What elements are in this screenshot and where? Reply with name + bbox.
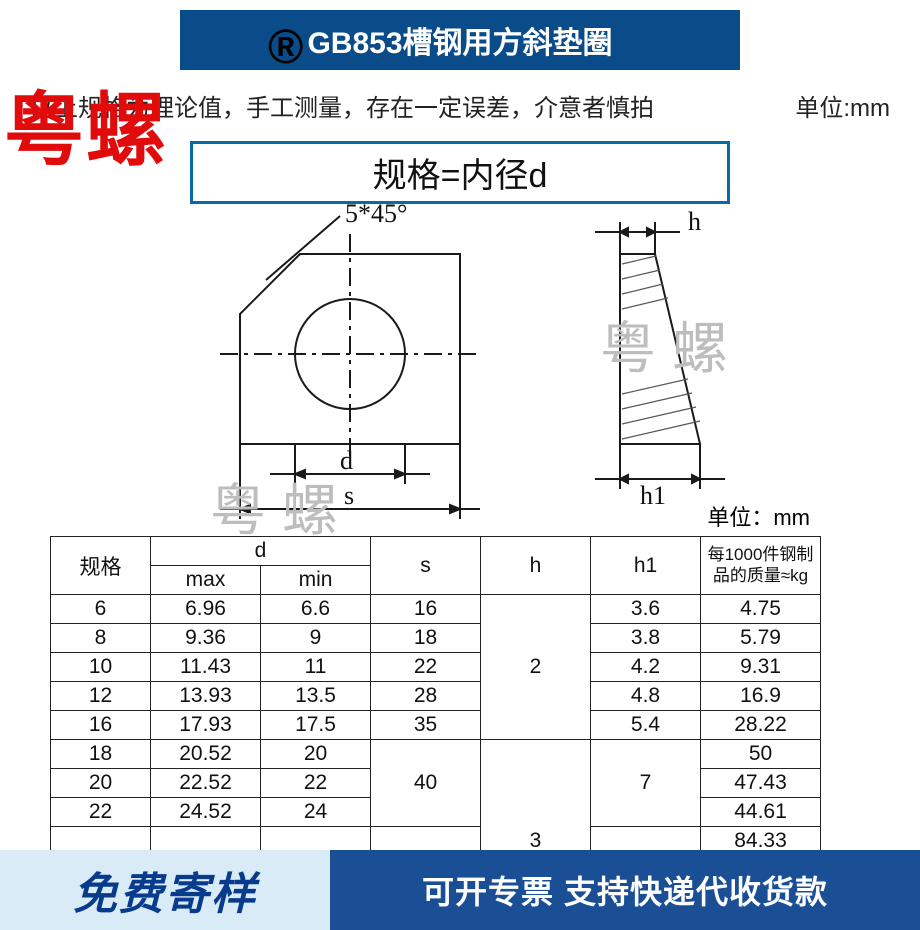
spec-formula-box: 规格=内径d [190,141,730,204]
table-row: 1820.5220 40 3 7 50 [51,740,821,769]
col-h: h [481,537,591,595]
dim-h-label: h [688,207,701,236]
table-unit-caption: 单位：mm [707,500,810,532]
watermark-1: 粤螺 [600,304,744,385]
footer-left-text: 免费寄样 [0,850,330,930]
chamfer-label: 5*45° [345,204,407,228]
table-row: 1213.9313.5 284.816.9 [51,682,821,711]
spec-table: 规格 d s h h1 每1000件钢制品的质量≈kg max min 66.9… [50,536,821,856]
table-row: 89.369 183.85.79 [51,624,821,653]
brand-watermark-large: 粤螺 [4,66,168,182]
table-row: 66.966.6 16 2 3.64.75 [51,595,821,624]
col-s: s [371,537,481,595]
watermark-2: 粤螺 [210,466,354,547]
footer-right-text: 可开专票 支持快递代收货款 [330,850,920,930]
unit-text: 单位:mm [795,88,890,123]
col-spec: 规格 [51,537,151,595]
col-dmax: max [151,566,261,595]
technical-diagram: 5*45° d s h h1 粤螺 粤螺 单位：mm [0,204,920,534]
col-h1: h1 [591,537,701,595]
table-row: 1617.9317.5 355.428.22 [51,711,821,740]
diagram-svg: 5*45° d s h h1 [0,204,920,534]
table-row: 1011.4311 224.29.31 [51,653,821,682]
footer-banner: 免费寄样 可开专票 支持快递代收货款 [0,850,920,930]
title-bar: GB853槽钢用方斜垫圈 [180,10,740,70]
col-dmin: min [261,566,371,595]
registered-icon: ® [268,20,303,75]
table-header-row: 规格 d s h h1 每1000件钢制品的质量≈kg [51,537,821,566]
dim-h1-label: h1 [640,481,666,510]
col-mass: 每1000件钢制品的质量≈kg [701,537,821,595]
